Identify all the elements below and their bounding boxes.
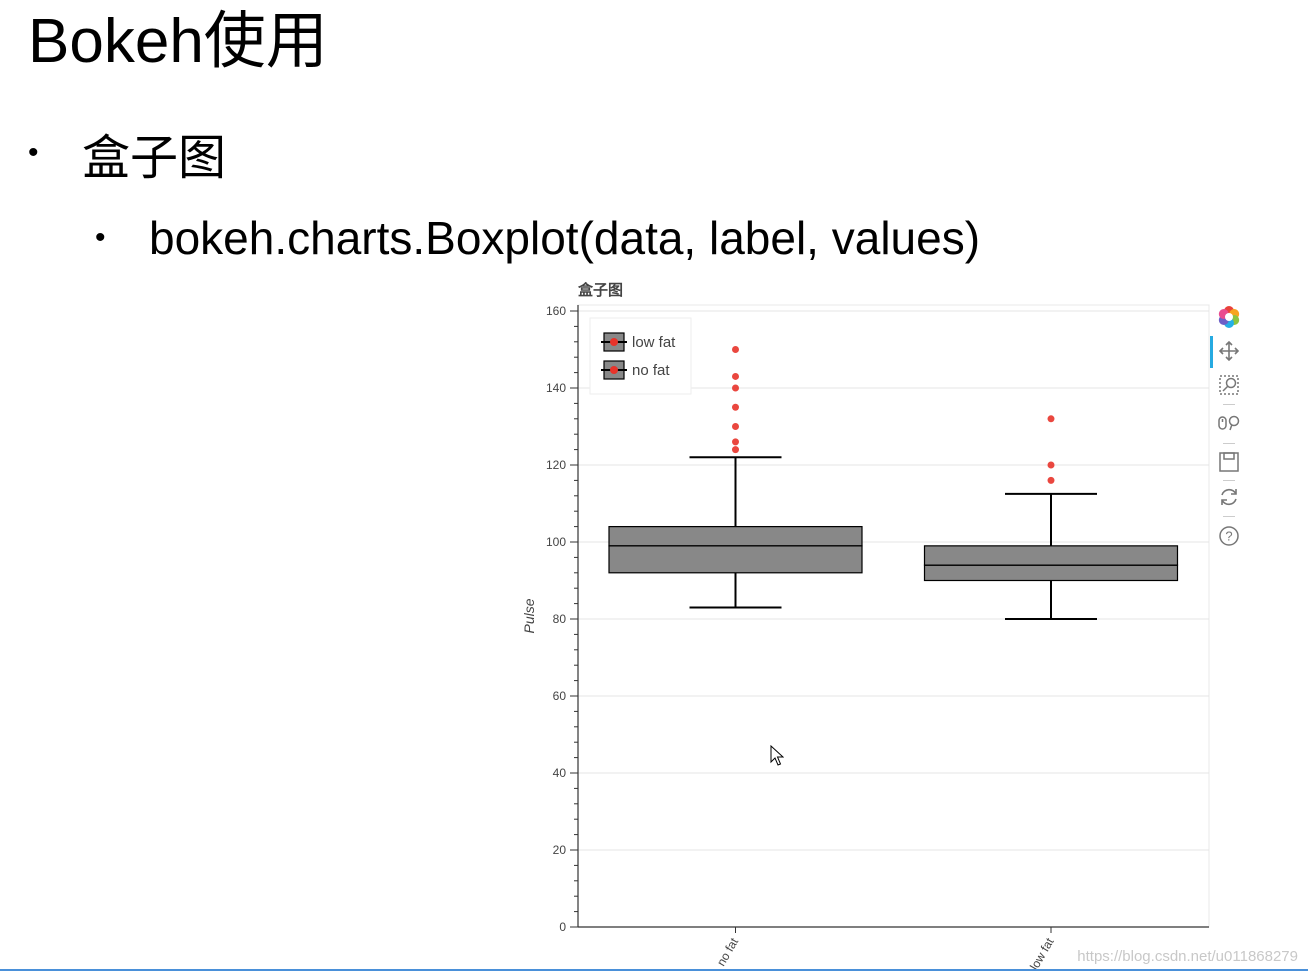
- reset-icon[interactable]: [1216, 484, 1242, 510]
- legend-marker: [610, 338, 618, 346]
- outlier-point: [1047, 476, 1055, 484]
- toolbar-divider: [1223, 443, 1235, 444]
- y-tick-label: 0: [559, 920, 566, 934]
- box-upper-half: [608, 525, 863, 547]
- bullet-dot: •: [28, 136, 39, 169]
- box-zoom-icon[interactable]: [1216, 372, 1242, 398]
- outlier-point: [732, 403, 739, 411]
- slide-title: Bokeh使用: [28, 7, 328, 76]
- slide-bottom-border: [0, 969, 1308, 971]
- legend-label: low fat: [632, 334, 676, 351]
- mouse-cursor-icon: [770, 744, 785, 772]
- outlier-point: [732, 423, 739, 430]
- watermark: https://blog.csdn.net/u011868279: [1077, 948, 1298, 965]
- x-tick-label: low fat: [1027, 935, 1057, 973]
- y-tick-label: 60: [553, 689, 567, 703]
- y-tick-label: 20: [553, 843, 567, 857]
- y-tick-label: 80: [553, 612, 567, 626]
- bullet-text: 盒子图: [82, 130, 227, 186]
- svg-text:?: ?: [1225, 529, 1232, 544]
- bullet-text: bokeh.charts.Boxplot(data, label, values…: [149, 212, 981, 264]
- y-axis-label: Pulse: [521, 598, 537, 633]
- legend-frame: [589, 317, 692, 395]
- y-tick-label: 160: [546, 304, 566, 318]
- outlier-point: [732, 438, 739, 446]
- outlier-point: [1047, 415, 1055, 423]
- active-tool-indicator: [1210, 336, 1213, 368]
- y-tick-label: 120: [546, 458, 566, 472]
- pan-icon[interactable]: [1216, 338, 1242, 364]
- outlier-point: [732, 384, 739, 392]
- legend-marker: [610, 366, 618, 374]
- save-icon[interactable]: [1216, 449, 1242, 475]
- box-upper-half: [923, 545, 1179, 566]
- help-icon[interactable]: ?: [1216, 523, 1242, 549]
- bullet-item-boxplot: • 盒子图: [28, 122, 226, 186]
- toolbar-divider: [1223, 480, 1235, 481]
- bullet-dot: •: [95, 221, 106, 254]
- y-tick-label: 100: [546, 535, 566, 549]
- outlier-point: [732, 346, 739, 353]
- chart-title: 盒子图: [578, 281, 624, 299]
- outlier-point: [732, 372, 739, 380]
- x-tick-label: no fat: [714, 935, 741, 969]
- legend: low fat no fat: [589, 317, 692, 395]
- outlier-point: [1047, 461, 1055, 469]
- plot-area: [577, 304, 1210, 928]
- toolbar-divider: [1223, 516, 1235, 517]
- toolbar-divider: [1223, 404, 1235, 405]
- outlier-point: [732, 446, 739, 454]
- box-lower-half: [608, 545, 863, 574]
- y-tick-label: 40: [553, 766, 567, 780]
- box-lower-half: [923, 564, 1179, 582]
- y-tick-label: 140: [546, 381, 566, 395]
- bullet-item-api: • bokeh.charts.Boxplot(data, label, valu…: [95, 208, 980, 268]
- wheel-zoom-icon[interactable]: [1216, 410, 1242, 436]
- legend-label: no fat: [632, 362, 670, 379]
- bokeh-logo-icon[interactable]: [1216, 304, 1242, 330]
